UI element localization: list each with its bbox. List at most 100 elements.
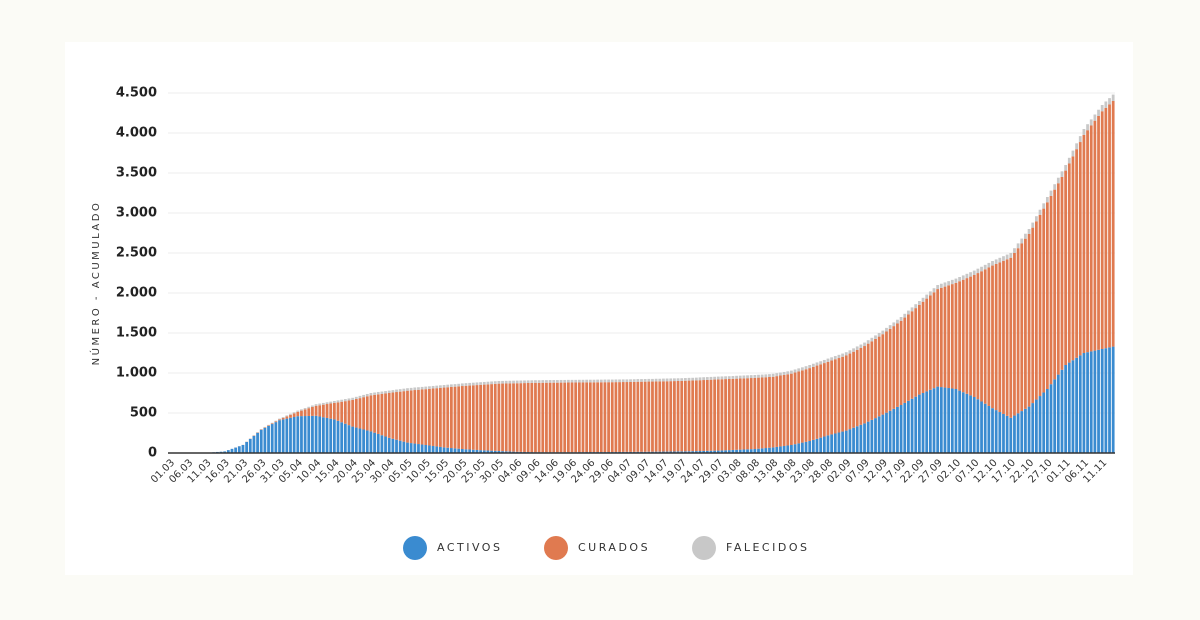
- bar-segment: [508, 451, 512, 453]
- bar-segment: [482, 450, 486, 453]
- bar-segment: [782, 445, 786, 453]
- bar-segment: [746, 375, 749, 379]
- bar-segment: [267, 425, 270, 453]
- bar-segment: [757, 374, 760, 378]
- bar-segment: [607, 382, 610, 453]
- bar-segment: [863, 346, 866, 424]
- bar-segment: [654, 378, 658, 382]
- bar-segment: [281, 417, 285, 420]
- bar-segment: [855, 346, 859, 350]
- bar-segment: [449, 386, 453, 449]
- y-tick-label: 500: [130, 406, 157, 421]
- bar-segment: [782, 371, 786, 375]
- bar-segment: [793, 372, 797, 445]
- bar-segment: [325, 404, 329, 418]
- bar-segment: [1045, 389, 1049, 453]
- bar-segment: [917, 394, 921, 453]
- bar-segment: [402, 391, 406, 442]
- bar-segment: [972, 270, 976, 275]
- bar-segment: [292, 413, 296, 417]
- bar-segment: [826, 361, 830, 436]
- bar-segment: [757, 448, 760, 453]
- bar-segment: [322, 402, 325, 405]
- bar-segment: [504, 451, 508, 453]
- bar-segment: [914, 304, 918, 309]
- bar-segment: [449, 448, 453, 453]
- bar-segment: [1075, 143, 1078, 150]
- bar-segment: [1013, 248, 1016, 253]
- bar-segment: [278, 419, 281, 421]
- bar-segment: [936, 289, 940, 387]
- bar-segment: [746, 449, 749, 453]
- bar-segment: [1005, 415, 1009, 453]
- bar-segment: [808, 365, 812, 369]
- bar-segment: [599, 382, 603, 453]
- bar-segment: [373, 392, 376, 395]
- bar-segment: [800, 442, 804, 453]
- bar-segment: [921, 393, 925, 453]
- bar-segment: [1075, 357, 1078, 453]
- bar-segment: [811, 366, 815, 440]
- bar-segment: [1053, 184, 1057, 190]
- bar-segment: [764, 377, 768, 449]
- bar-segment: [899, 317, 903, 321]
- bar-segment: [395, 392, 398, 440]
- bar-segment: [1104, 101, 1108, 108]
- bar-segment: [322, 417, 325, 453]
- bar-segment: [991, 408, 994, 453]
- bar-segment: [998, 412, 1002, 453]
- bar-segment: [790, 370, 793, 374]
- bar-segment: [826, 358, 830, 362]
- bar-segment: [786, 445, 790, 453]
- bar-segment: [961, 275, 965, 280]
- bar-segment: [449, 384, 453, 387]
- bar-segment: [523, 383, 526, 452]
- bar-segment: [1078, 142, 1082, 356]
- bar-segment: [512, 383, 515, 452]
- bar-segment: [610, 382, 614, 453]
- bar-segment: [961, 279, 965, 393]
- bar-segment: [230, 448, 234, 453]
- bar-segment: [329, 401, 333, 404]
- bar-segment: [281, 417, 285, 418]
- bar-segment: [373, 432, 376, 453]
- bar-segment: [874, 335, 877, 339]
- bar-segment: [1071, 360, 1075, 453]
- bar-segment: [1031, 403, 1035, 453]
- bar-segment: [453, 448, 457, 453]
- bar-segment: [519, 380, 523, 384]
- bar-segment: [983, 403, 987, 453]
- bar-segment: [457, 448, 461, 453]
- bar-segment: [420, 389, 424, 445]
- bar-segment: [424, 445, 428, 453]
- bar-segment: [512, 380, 515, 384]
- bar-segment: [1060, 171, 1064, 177]
- bar-segment: [629, 379, 632, 382]
- bar-segment: [903, 402, 907, 453]
- bar-segment: [885, 331, 888, 413]
- bar-segment: [1089, 119, 1093, 126]
- bar-segment: [896, 319, 899, 324]
- bar-segment: [475, 449, 479, 453]
- bar-segment: [1060, 176, 1064, 370]
- bar-segment: [1078, 136, 1082, 143]
- bar-segment: [724, 376, 727, 380]
- bar-segment: [541, 382, 545, 453]
- bar-segment: [307, 415, 311, 453]
- bar-segment: [669, 451, 673, 453]
- bar-segment: [852, 427, 855, 453]
- bar-segment: [742, 378, 746, 450]
- bar-segment: [958, 390, 961, 453]
- y-tick-label: 2.000: [116, 286, 157, 301]
- bar-segment: [680, 380, 684, 452]
- bar-segment: [446, 447, 450, 453]
- bar-segment: [892, 408, 896, 453]
- bar-segment: [380, 391, 384, 394]
- bar-segment: [928, 389, 932, 453]
- bar-segment: [793, 444, 797, 453]
- bar-segment: [863, 342, 866, 347]
- bar-segment: [844, 352, 848, 356]
- bar-segment: [749, 375, 753, 379]
- bar-segment: [980, 266, 983, 272]
- bar-segment: [504, 383, 508, 452]
